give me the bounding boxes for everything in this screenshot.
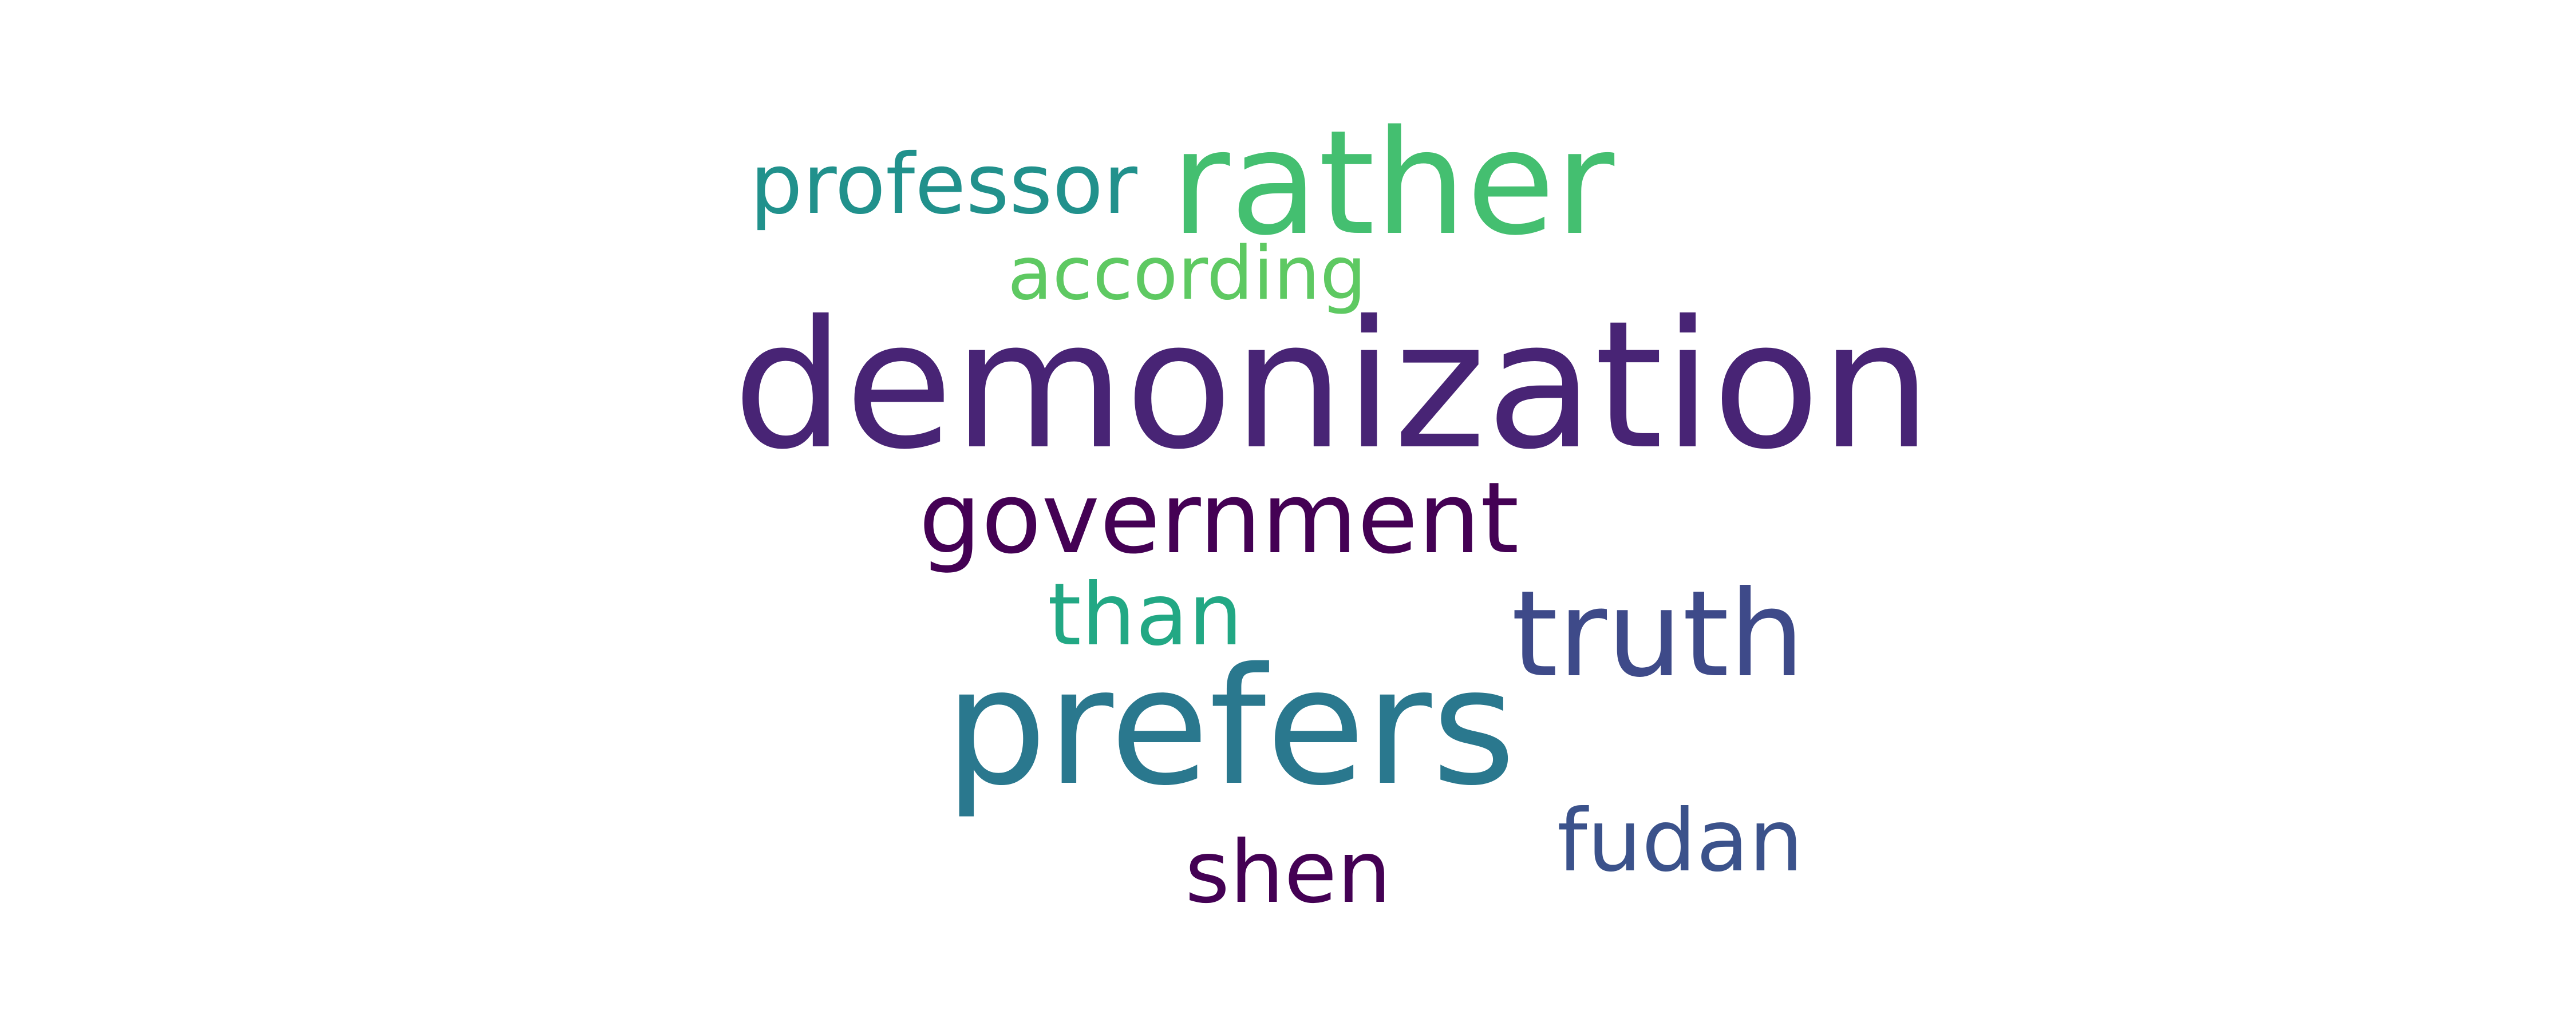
word-government: government bbox=[919, 461, 1519, 576]
word-shen: shen bbox=[1185, 823, 1392, 922]
word-truth: truth bbox=[1511, 565, 1805, 704]
word-fudan: fudan bbox=[1557, 791, 1804, 891]
word-rather: rather bbox=[1171, 100, 1615, 267]
word-than: than bbox=[1048, 565, 1243, 665]
word-professor: professor bbox=[750, 136, 1137, 233]
word-prefers: prefers bbox=[945, 633, 1516, 821]
word-according: according bbox=[1008, 231, 1367, 316]
word-demonization: demonization bbox=[733, 283, 1932, 488]
